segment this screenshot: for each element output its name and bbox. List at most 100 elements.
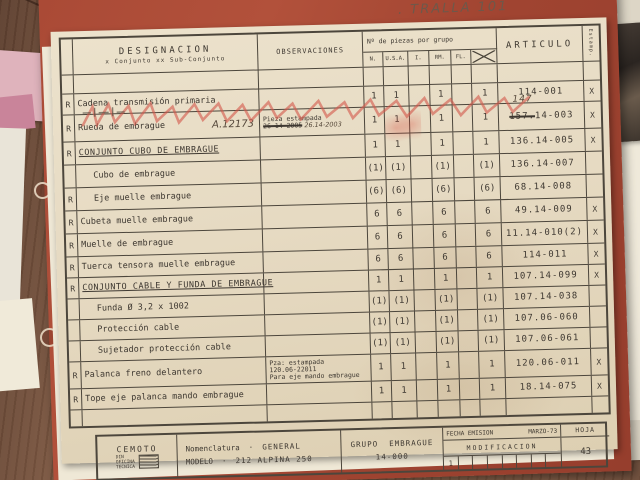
qty-fl [460, 399, 481, 417]
qty-col-header-usa: U.S.A. [383, 51, 409, 67]
qty-usa: (1) [389, 290, 415, 312]
org-box: CEMOTO DIN OFICINA TECNICA [97, 434, 179, 479]
qty-i [411, 178, 434, 202]
pencil-marks [82, 107, 125, 117]
qty-rm: 6 [433, 201, 456, 224]
modelo-label: MODELO [185, 456, 214, 467]
part-article-number: 107.14-099 [502, 264, 590, 288]
part-observations [260, 157, 367, 183]
modification-cell [487, 455, 503, 469]
qty-n: 6 [367, 203, 388, 226]
part-article-number: 11.14-010(2) [501, 220, 589, 246]
qty-crossed-col [480, 399, 507, 416]
spare-mark [586, 175, 602, 197]
modification-cell [516, 454, 532, 468]
qty-fl [454, 177, 476, 201]
qty-rm: 1 [430, 105, 454, 132]
qty-usa: (1) [390, 311, 416, 333]
qty-i [410, 155, 433, 179]
qty-usa: 6 [387, 225, 414, 249]
row-marker-r [68, 320, 81, 341]
part-observations [267, 402, 373, 422]
qty-fl [455, 223, 477, 247]
qty-usa: 1 [391, 353, 417, 381]
spare-mark: X [596, 381, 603, 391]
qty-n: (1) [369, 291, 390, 312]
articulo-header: ARTICULO [496, 25, 584, 64]
part-article-number: 136.14-005 [499, 128, 586, 154]
spare-mark: X [594, 270, 600, 280]
qty-fl [457, 309, 479, 331]
qty-usa: (1) [385, 156, 412, 180]
part-article-number: 114-001 [498, 80, 585, 104]
part-observations [259, 86, 365, 110]
parts-table: DESIGNACION x Conjunto xx Sub-Conjunto O… [58, 23, 611, 429]
qty-usa [392, 401, 418, 419]
qty-n: 6 [368, 249, 389, 270]
qty-fl [452, 83, 473, 105]
part-article-number [497, 61, 584, 83]
qty-usa: 1 [384, 85, 410, 107]
qty-rm: 1 [430, 84, 453, 105]
qty-usa: 6 [388, 248, 414, 270]
qty-usa: 6 [387, 202, 413, 226]
part-observations [266, 381, 373, 405]
modification-cell [531, 454, 547, 468]
org-line-tecnica: TECNICA [115, 464, 136, 470]
part-observations [263, 270, 370, 294]
qty-rm [429, 65, 453, 84]
part-article-number: 107.14-038 [503, 285, 590, 309]
qty-col-header-i: I. [408, 50, 430, 66]
part-article-number: 68.14-008 [500, 174, 588, 200]
qty-n: (6) [366, 180, 388, 203]
spare-mark: X [589, 86, 595, 96]
observaciones-header: OBSERVACIONES [257, 31, 364, 70]
red-smudge [384, 110, 422, 146]
qty-n [363, 67, 385, 86]
part-article-number: 49.14-009 [501, 197, 588, 223]
qty-fl [456, 246, 477, 268]
part-article-number: 120.06-011 [505, 348, 592, 378]
spare-mark: X [592, 227, 598, 237]
qty-fl [458, 330, 480, 352]
row-marker-r: R [66, 257, 79, 278]
spare-mark: X [590, 135, 596, 145]
qty-crossed-col: 1 [472, 104, 500, 131]
nomenclatura-label: Nomenclatura [185, 443, 240, 454]
crossed-out-column-header [471, 49, 498, 64]
modification-cells: 1 [443, 452, 562, 470]
qty-rm: 1 [434, 268, 458, 289]
row-marker-r: R [69, 362, 82, 389]
pink-paper-edge-2 [0, 94, 36, 132]
row-marker-r: R [63, 142, 77, 165]
qty-fl [451, 64, 473, 84]
qty-rm: 6 [433, 224, 457, 247]
side-column-header: Estamp. [587, 29, 594, 58]
qty-crossed-col [471, 64, 499, 83]
part-observations [265, 333, 372, 357]
spare-mark [592, 396, 607, 412]
nomenclatura-box: Nomenclatura · GENERAL MODELO · 212 ALPI… [177, 430, 343, 477]
r-marker-column-header [60, 39, 74, 75]
qty-crossed-col: 1 [479, 378, 507, 399]
qty-n: 1 [371, 381, 393, 402]
qty-crossed-col: 6 [475, 223, 503, 246]
row-marker-r: R [65, 234, 79, 257]
qty-i [412, 201, 434, 225]
qty-crossed-col: 1 [479, 351, 506, 378]
row-marker-r [70, 410, 83, 427]
qty-n: (1) [370, 333, 392, 354]
qty-usa: 1 [388, 269, 415, 291]
modification-cell: 1 [443, 456, 459, 470]
part-observations: Pza: estampada 120.06-22011 Para eje mando… [266, 354, 372, 384]
spare-mark [586, 152, 602, 174]
part-article-number: 136.14-007 [499, 151, 587, 177]
qty-i [414, 289, 436, 311]
part-article-number: 107.06-060 [503, 306, 591, 330]
qty-i [414, 310, 437, 332]
qty-i [412, 224, 435, 248]
part-observations [262, 203, 368, 229]
qty-rm: (6) [432, 178, 456, 201]
qty-fl [457, 288, 478, 310]
